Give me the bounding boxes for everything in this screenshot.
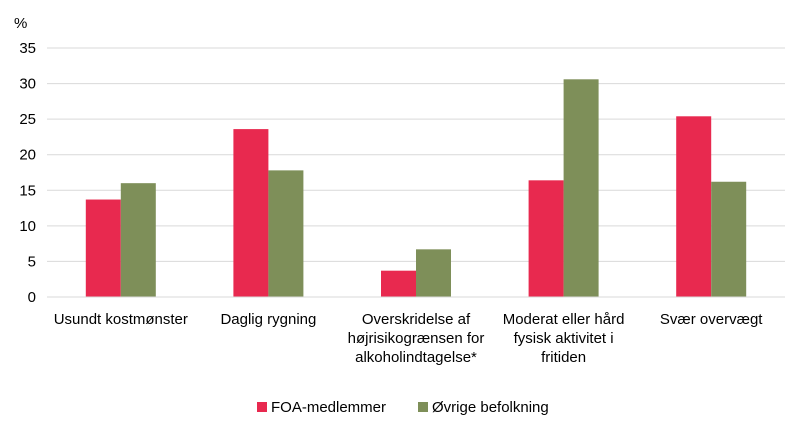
legend-label-oevrige: Øvrige befolkning	[432, 399, 549, 416]
y-tick-label: 30	[19, 76, 36, 93]
y-tick-label: 25	[19, 111, 36, 128]
bar-foa	[85, 199, 121, 297]
y-unit-label: %	[14, 15, 27, 32]
bar-foa	[233, 129, 269, 297]
y-tick-label: 35	[19, 40, 36, 57]
bar-foa	[381, 270, 416, 297]
legend-label-foa: FOA-medlemmer	[271, 399, 386, 416]
y-tick-label: 5	[28, 253, 36, 270]
x-category-label: Svær overvægt	[660, 311, 763, 328]
x-category-label: Usundt kostmønster	[54, 311, 188, 328]
y-tick-label: 0	[28, 289, 36, 306]
bar-oevrige	[563, 79, 599, 297]
bar-oevrige	[416, 249, 451, 297]
y-axis-ticks: 0 5 10 15 20 25 30 35	[19, 40, 36, 306]
legend: FOA-medlemmer Øvrige befolkning	[257, 399, 549, 416]
x-category-label: Daglig rygning	[220, 311, 316, 328]
legend-swatch-oevrige	[418, 402, 428, 412]
bar-oevrige	[120, 183, 156, 297]
y-tick-label: 15	[19, 182, 36, 199]
gridlines	[47, 47, 785, 262]
legend-swatch-foa	[257, 402, 267, 412]
bar-oevrige	[711, 181, 747, 297]
x-category-label: Moderat eller hård fysisk aktivitet i frit…	[503, 311, 625, 366]
x-axis-categories: Usundt kostmønster Daglig rygning Overskri…	[54, 311, 764, 366]
bar-foa	[676, 116, 712, 297]
bar-foa	[528, 180, 564, 297]
bar-oevrige	[268, 170, 304, 297]
x-category-label: Overskridelse af højrisikogrænsen for alko…	[348, 311, 485, 366]
y-tick-label: 10	[19, 218, 36, 235]
bars	[85, 79, 747, 297]
y-tick-label: 20	[19, 147, 36, 164]
